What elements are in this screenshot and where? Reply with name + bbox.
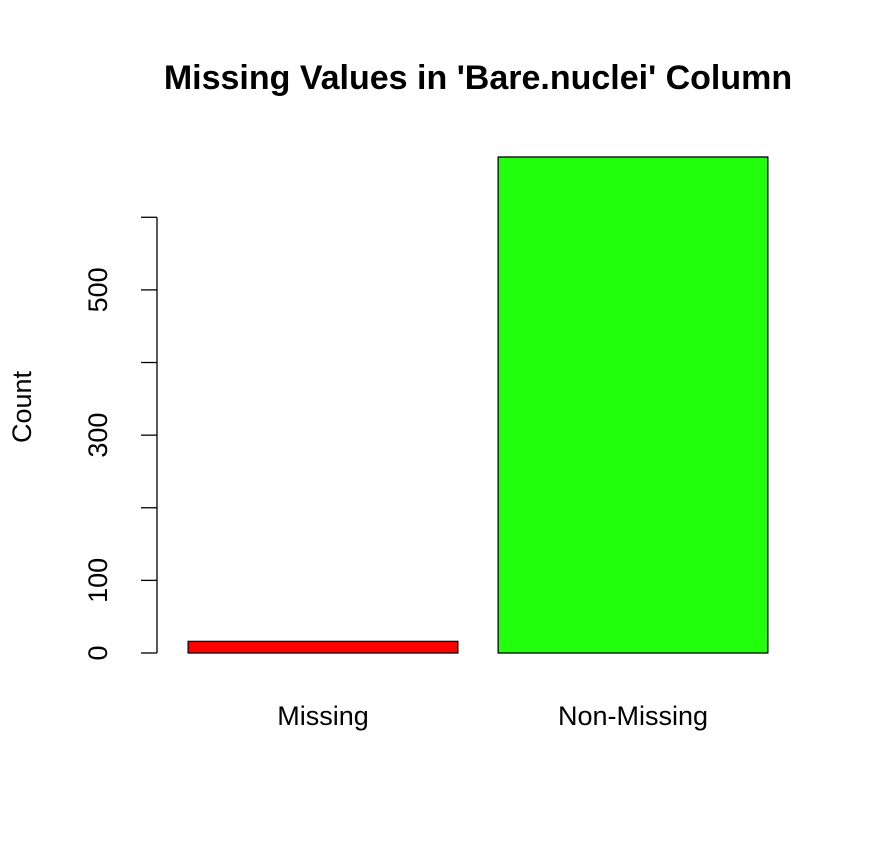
- x-tick-label: Non-Missing: [558, 701, 708, 731]
- y-tick-label: 0: [83, 645, 113, 660]
- y-tick-label: 100: [83, 558, 113, 603]
- y-axis-label: Count: [7, 370, 37, 443]
- bar: [187, 640, 459, 654]
- chart-title: Missing Values in 'Bare.nuclei' Column: [164, 59, 792, 97]
- y-tick-label: 300: [83, 413, 113, 458]
- x-tick-label: Missing: [277, 701, 369, 731]
- y-tick-label: 500: [83, 267, 113, 312]
- bar: [497, 156, 769, 654]
